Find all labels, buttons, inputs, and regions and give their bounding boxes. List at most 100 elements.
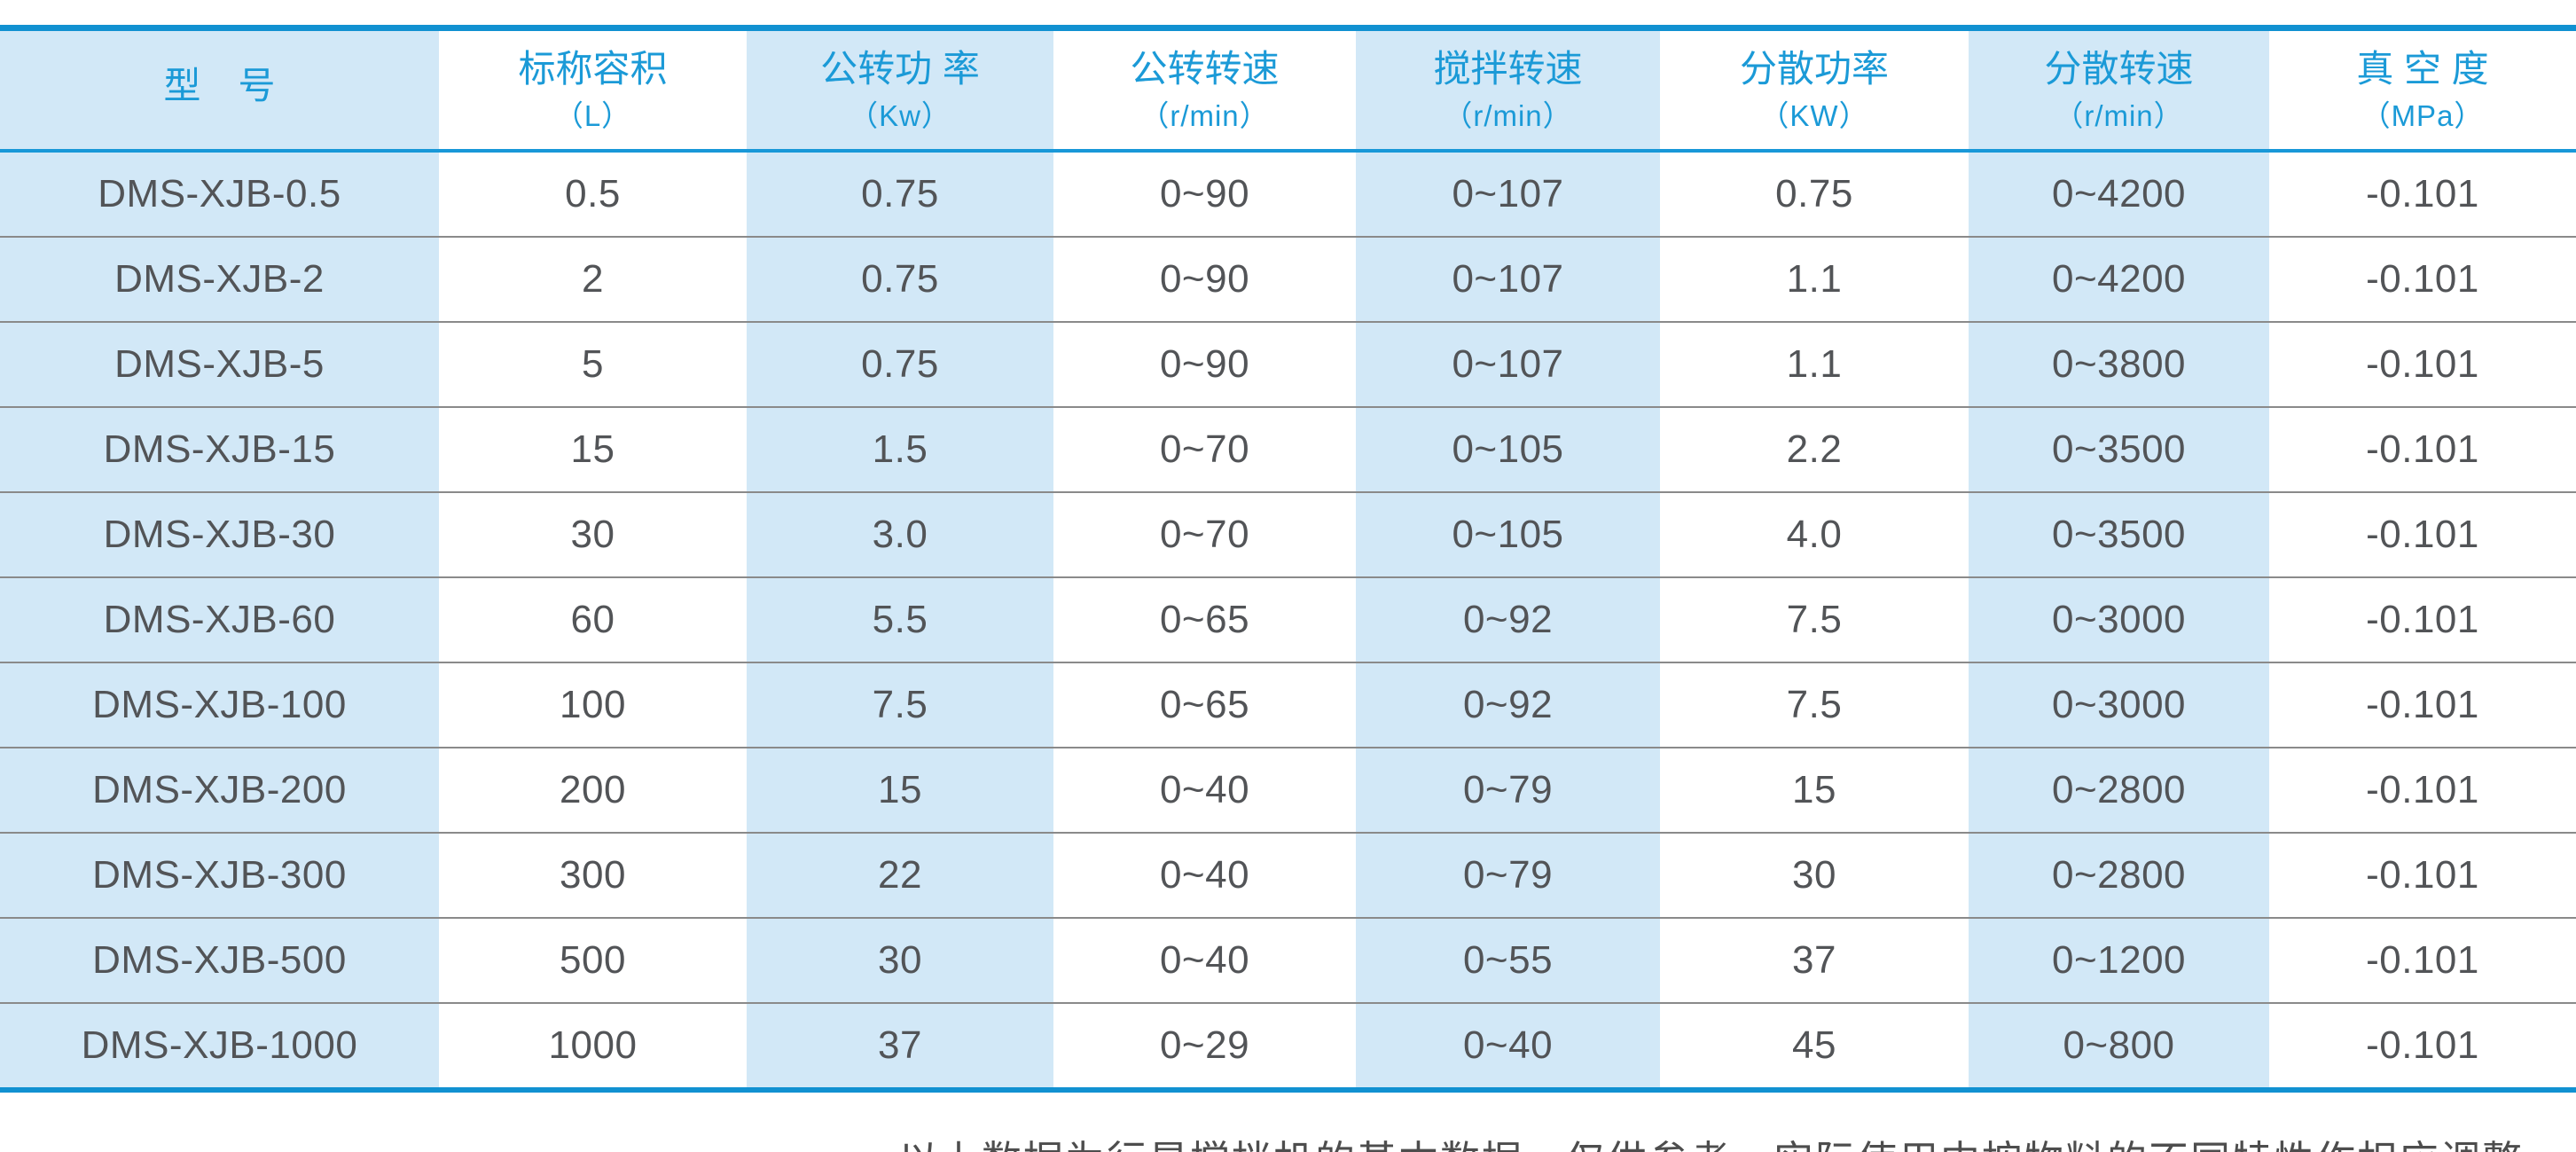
spec-cell: 0~90 bbox=[1053, 321, 1356, 407]
spec-cell: 30 bbox=[747, 917, 1053, 1003]
column-header-nominal-volume: 标称容积 （L） bbox=[439, 27, 747, 153]
spec-cell: 1.1 bbox=[1660, 321, 1969, 407]
table-row: DMS-XJB-0.5 0.5 0.75 0~90 0~107 0.75 0~4200 -0.… bbox=[0, 151, 2576, 237]
model-cell: DMS-XJB-5 bbox=[0, 321, 439, 407]
table-row: DMS-XJB-15 15 1.5 0~70 0~105 2.2 0~3500 -0.101 bbox=[0, 406, 2576, 492]
model-cell: DMS-XJB-2 bbox=[0, 236, 439, 322]
spec-cell: 15 bbox=[439, 406, 747, 492]
spec-cell: 15 bbox=[747, 747, 1053, 833]
table-header: 型 号 标称容积 （L） 公转功 率 （Kw） 公转转速 （r/min） 搅拌转… bbox=[0, 27, 2576, 153]
spec-cell: -0.101 bbox=[2269, 491, 2576, 577]
spec-cell: 0~40 bbox=[1356, 1002, 1660, 1090]
spec-cell: -0.101 bbox=[2269, 576, 2576, 662]
spec-cell: -0.101 bbox=[2269, 832, 2576, 918]
column-header-model: 型 号 bbox=[0, 27, 439, 153]
column-title: 型 号 bbox=[163, 65, 276, 107]
spec-cell: 0~3800 bbox=[1969, 321, 2269, 407]
spec-cell: 30 bbox=[439, 491, 747, 577]
column-title: 分散转速 bbox=[2044, 47, 2194, 90]
spec-cell: 0~40 bbox=[1053, 832, 1356, 918]
model-cell: DMS-XJB-100 bbox=[0, 662, 439, 748]
spec-cell: 60 bbox=[439, 576, 747, 662]
table-row: DMS-XJB-200 200 15 0~40 0~79 15 0~2800 -0.101 bbox=[0, 747, 2576, 833]
table-row: DMS-XJB-5 5 0.75 0~90 0~107 1.1 0~3800 -0.101 bbox=[0, 321, 2576, 407]
spec-cell: 1000 bbox=[439, 1002, 747, 1090]
model-cell: DMS-XJB-1000 bbox=[0, 1002, 439, 1090]
spec-cell: 5 bbox=[439, 321, 747, 407]
spec-cell: 22 bbox=[747, 832, 1053, 918]
spec-cell: 0~79 bbox=[1356, 832, 1660, 918]
footnote: 以上数据为行星搅拌机的基本数据，仅供参考，实际使用中按物料的不同特性作相应调整。 bbox=[0, 1128, 2565, 1152]
spec-cell: 15 bbox=[1660, 747, 1969, 833]
spec-cell: -0.101 bbox=[2269, 151, 2576, 237]
column-title: 公转功 率 bbox=[820, 47, 980, 90]
column-unit: （MPa） bbox=[2361, 98, 2485, 132]
spec-cell: 5.5 bbox=[747, 576, 1053, 662]
column-unit: （L） bbox=[553, 98, 632, 132]
spec-cell: 0~92 bbox=[1356, 662, 1660, 748]
spec-cell: 0~3000 bbox=[1969, 662, 2269, 748]
spec-cell: 0~79 bbox=[1356, 747, 1660, 833]
spec-cell: 1.1 bbox=[1660, 236, 1969, 322]
table-row: DMS-XJB-1000 1000 37 0~29 0~40 45 0~800 -0.101 bbox=[0, 1002, 2576, 1090]
spec-cell: 7.5 bbox=[1660, 576, 1969, 662]
spec-cell: 200 bbox=[439, 747, 747, 833]
header-row: 型 号 标称容积 （L） 公转功 率 （Kw） 公转转速 （r/min） 搅拌转… bbox=[0, 27, 2576, 153]
model-cell: DMS-XJB-30 bbox=[0, 491, 439, 577]
spec-cell: 0~90 bbox=[1053, 151, 1356, 237]
spec-cell: 0~3500 bbox=[1969, 406, 2269, 492]
column-title: 真 空 度 bbox=[2356, 47, 2489, 90]
table-body: DMS-XJB-0.5 0.5 0.75 0~90 0~107 0.75 0~4200 -0.… bbox=[0, 151, 2576, 1090]
spec-sheet-page: 型 号 标称容积 （L） 公转功 率 （Kw） 公转转速 （r/min） 搅拌转… bbox=[0, 25, 2576, 1152]
column-header-dispersion-power: 分散功率 （KW） bbox=[1660, 27, 1969, 153]
spec-cell: 7.5 bbox=[1660, 662, 1969, 748]
table-row: DMS-XJB-300 300 22 0~40 0~79 30 0~2800 -0.101 bbox=[0, 832, 2576, 918]
spec-cell: 0~107 bbox=[1356, 236, 1660, 322]
table-row: DMS-XJB-500 500 30 0~40 0~55 37 0~1200 -0.101 bbox=[0, 917, 2576, 1003]
spec-cell: 0.75 bbox=[747, 321, 1053, 407]
spec-cell: 7.5 bbox=[747, 662, 1053, 748]
spec-cell: 0~70 bbox=[1053, 406, 1356, 492]
spec-cell: 2.2 bbox=[1660, 406, 1969, 492]
column-title: 分散功率 bbox=[1739, 47, 1889, 90]
column-header-revolution-power: 公转功 率 （Kw） bbox=[747, 27, 1053, 153]
spec-cell: 100 bbox=[439, 662, 747, 748]
spec-cell: 300 bbox=[439, 832, 747, 918]
model-cell: DMS-XJB-60 bbox=[0, 576, 439, 662]
spec-cell: -0.101 bbox=[2269, 236, 2576, 322]
spec-cell: 0~4200 bbox=[1969, 236, 2269, 322]
model-cell: DMS-XJB-500 bbox=[0, 917, 439, 1003]
column-unit: （KW） bbox=[1759, 98, 1869, 132]
spec-cell: 0~105 bbox=[1356, 406, 1660, 492]
spec-cell: 0~4200 bbox=[1969, 151, 2269, 237]
spec-cell: 0~2800 bbox=[1969, 832, 2269, 918]
column-header-revolution-speed: 公转转速 （r/min） bbox=[1053, 27, 1356, 153]
column-title: 搅拌转速 bbox=[1433, 47, 1583, 90]
spec-cell: 1.5 bbox=[747, 406, 1053, 492]
spec-cell: 0~107 bbox=[1356, 151, 1660, 237]
spec-cell: 30 bbox=[1660, 832, 1969, 918]
column-header-stirring-speed: 搅拌转速 （r/min） bbox=[1356, 27, 1660, 153]
spec-cell: 3.0 bbox=[747, 491, 1053, 577]
table-row: DMS-XJB-100 100 7.5 0~65 0~92 7.5 0~3000 -0.101 bbox=[0, 662, 2576, 748]
column-header-dispersion-speed: 分散转速 （r/min） bbox=[1969, 27, 2269, 153]
spec-cell: 0~55 bbox=[1356, 917, 1660, 1003]
spec-cell: 0~70 bbox=[1053, 491, 1356, 577]
spec-cell: 0~40 bbox=[1053, 917, 1356, 1003]
column-unit: （r/min） bbox=[1139, 98, 1270, 132]
spec-cell: -0.101 bbox=[2269, 1002, 2576, 1090]
spec-cell: 0.75 bbox=[1660, 151, 1969, 237]
model-cell: DMS-XJB-300 bbox=[0, 832, 439, 918]
spec-cell: 0~2800 bbox=[1969, 747, 2269, 833]
spec-cell: 0~29 bbox=[1053, 1002, 1356, 1090]
spec-cell: -0.101 bbox=[2269, 747, 2576, 833]
spec-cell: 0.75 bbox=[747, 151, 1053, 237]
model-cell: DMS-XJB-200 bbox=[0, 747, 439, 833]
spec-cell: 4.0 bbox=[1660, 491, 1969, 577]
spec-cell: 0~105 bbox=[1356, 491, 1660, 577]
spec-cell: 0~1200 bbox=[1969, 917, 2269, 1003]
spec-cell: 0~92 bbox=[1356, 576, 1660, 662]
spec-cell: 0~65 bbox=[1053, 576, 1356, 662]
spec-cell: 0.75 bbox=[747, 236, 1053, 322]
spec-cell: 0~40 bbox=[1053, 747, 1356, 833]
